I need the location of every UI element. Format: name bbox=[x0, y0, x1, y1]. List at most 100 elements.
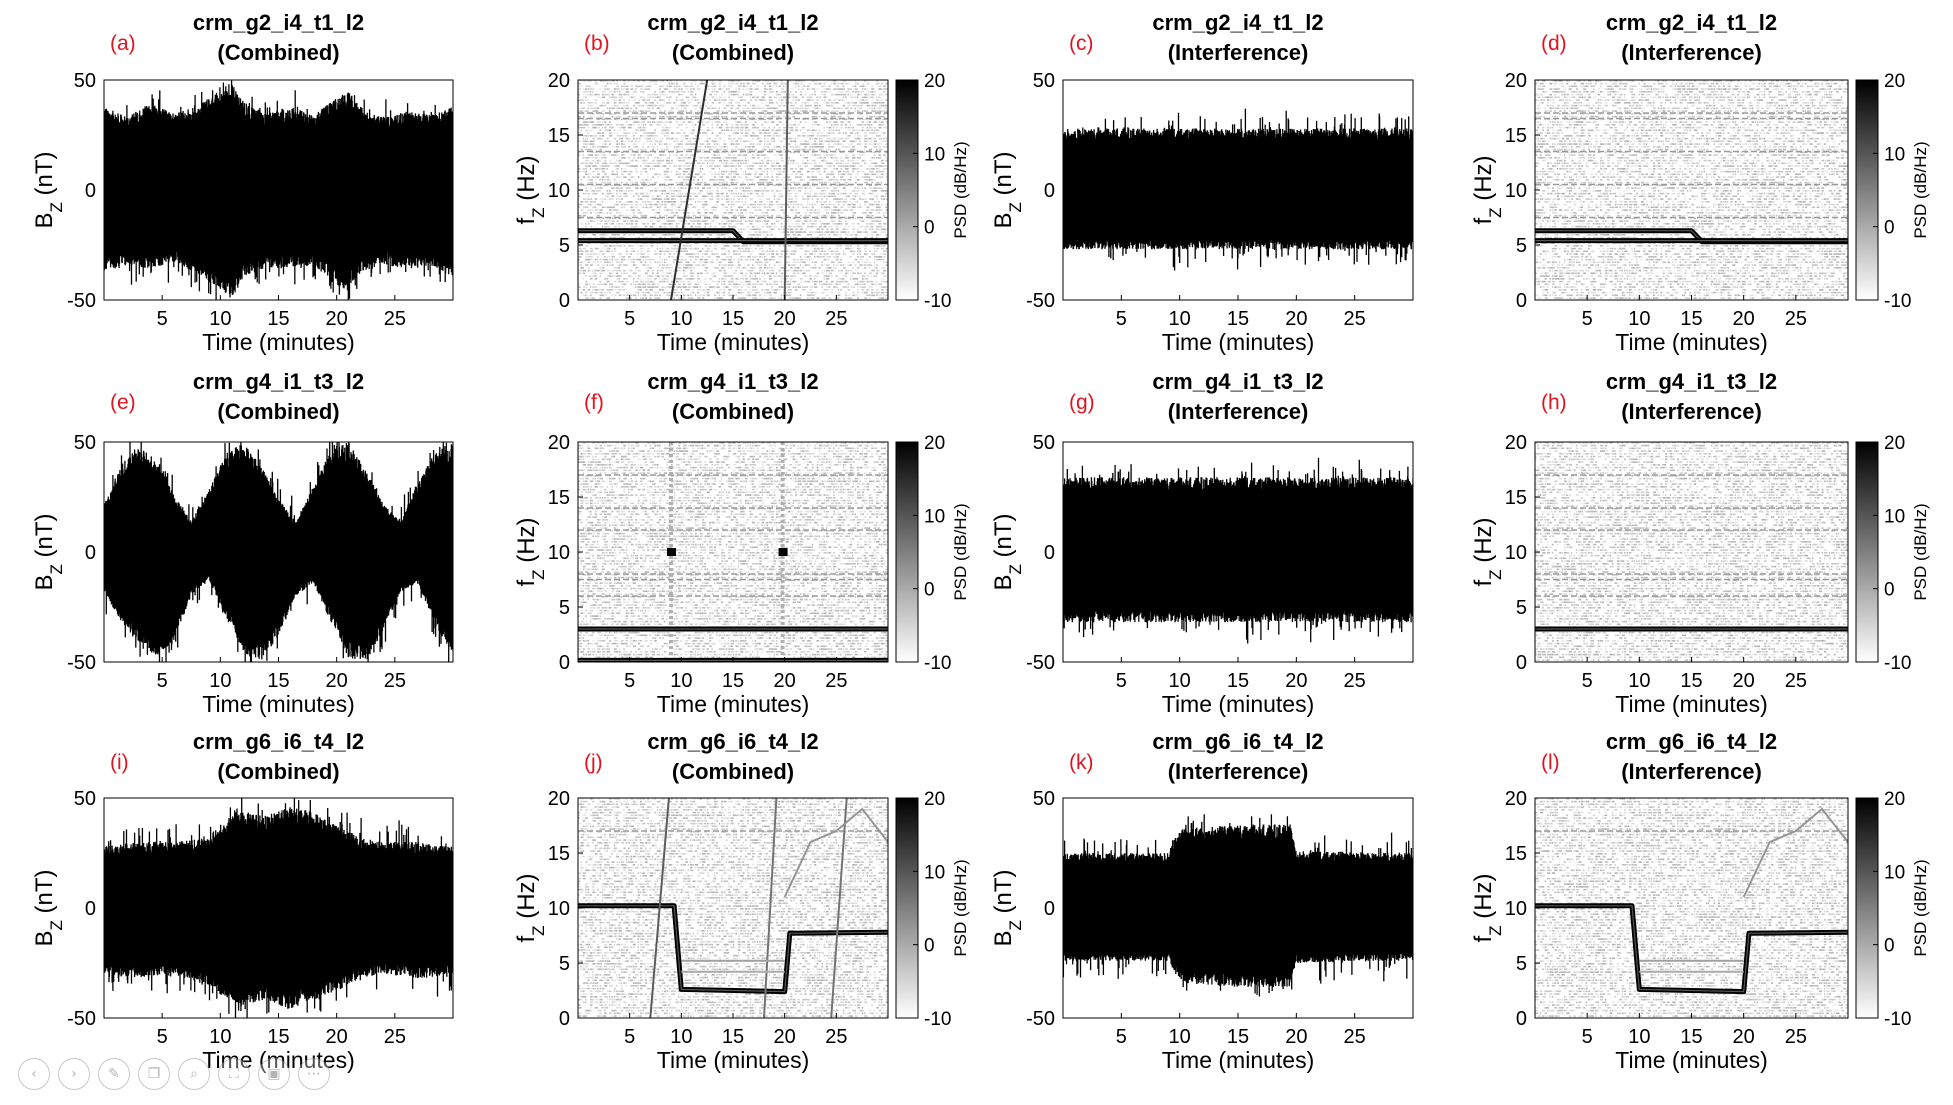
psd-noise bbox=[752, 228, 755, 231]
psd-noise bbox=[687, 278, 692, 280]
psd-noise bbox=[730, 154, 733, 156]
psd-noise bbox=[737, 195, 740, 198]
psd-noise bbox=[659, 209, 661, 211]
psd-noise bbox=[733, 225, 737, 228]
psd-noise bbox=[790, 159, 793, 162]
psd-noise bbox=[806, 280, 810, 283]
psd-noise bbox=[826, 245, 828, 247]
psd-noise bbox=[630, 261, 632, 264]
psd-noise bbox=[754, 135, 758, 137]
psd-noise bbox=[687, 102, 691, 104]
psd-noise bbox=[809, 275, 812, 277]
psd-noise bbox=[802, 261, 806, 264]
psd-noise bbox=[833, 206, 837, 209]
psd-noise bbox=[644, 148, 646, 151]
psd-noise bbox=[654, 173, 658, 176]
psd-noise bbox=[609, 162, 613, 165]
psd-noise bbox=[599, 157, 602, 159]
psd-noise bbox=[814, 291, 817, 294]
psd-noise bbox=[678, 159, 681, 162]
psd-noise bbox=[823, 231, 827, 233]
psd-noise bbox=[764, 85, 766, 88]
psd-noise bbox=[582, 206, 586, 209]
psd-noise bbox=[666, 264, 669, 266]
psd-noise bbox=[725, 201, 730, 203]
psd-noise bbox=[675, 151, 679, 154]
psd-noise bbox=[816, 157, 819, 159]
psd-noise bbox=[682, 269, 685, 272]
psd-noise bbox=[611, 80, 615, 82]
psd-noise bbox=[711, 82, 714, 85]
psd-noise bbox=[601, 170, 605, 173]
psd-noise bbox=[756, 137, 761, 140]
psd-noise bbox=[723, 129, 726, 132]
psd-noise bbox=[678, 283, 681, 286]
psd-noise bbox=[609, 275, 611, 277]
psd-noise bbox=[809, 231, 812, 233]
psd-noise bbox=[744, 283, 748, 286]
psd-noise bbox=[647, 173, 649, 176]
psd-noise bbox=[764, 236, 768, 239]
psd-noise bbox=[711, 124, 713, 126]
psd-noise bbox=[623, 107, 627, 110]
psd-noise bbox=[716, 192, 719, 195]
psd-noise bbox=[582, 192, 585, 195]
psd-noise bbox=[811, 245, 814, 247]
psd-noise bbox=[694, 113, 698, 115]
psd-noise bbox=[609, 212, 612, 214]
psd-noise bbox=[716, 234, 719, 236]
psd-noise bbox=[685, 126, 689, 129]
psd-noise bbox=[592, 184, 594, 187]
psd-noise bbox=[599, 198, 603, 200]
psd-noise bbox=[733, 129, 737, 132]
psd-noise bbox=[764, 206, 766, 209]
psd-noise bbox=[787, 137, 791, 140]
psd-noise bbox=[668, 294, 672, 297]
psd-noise bbox=[651, 203, 654, 206]
psd-noise bbox=[768, 113, 771, 115]
psd-noise bbox=[578, 82, 581, 85]
psd-noise bbox=[771, 179, 774, 181]
psd-noise bbox=[685, 286, 687, 288]
psd-noise bbox=[611, 192, 615, 195]
psd-noise bbox=[644, 289, 649, 291]
psd-noise bbox=[692, 132, 695, 134]
psd-noise bbox=[713, 154, 716, 156]
psd-noise bbox=[623, 289, 626, 291]
psd-noise bbox=[606, 118, 610, 121]
psd-noise bbox=[754, 107, 757, 110]
psd-noise bbox=[830, 162, 833, 165]
psd-noise bbox=[654, 96, 657, 99]
psd-noise bbox=[661, 201, 664, 203]
psd-noise bbox=[737, 148, 740, 151]
psd-noise bbox=[775, 250, 779, 253]
psd-noise bbox=[673, 258, 677, 261]
psd-noise bbox=[721, 187, 724, 189]
psd-noise bbox=[733, 148, 736, 151]
psd-noise bbox=[780, 82, 783, 85]
psd-noise bbox=[837, 170, 842, 173]
psd-noise bbox=[635, 181, 639, 184]
psd-noise bbox=[816, 154, 819, 156]
psd-noise bbox=[623, 294, 625, 297]
psd-noise bbox=[783, 165, 786, 167]
psd-noise bbox=[840, 137, 844, 140]
psd-noise bbox=[628, 214, 631, 217]
psd-noise bbox=[744, 82, 749, 85]
psd-noise bbox=[628, 223, 630, 225]
psd-noise bbox=[706, 258, 709, 261]
psd-noise bbox=[642, 256, 645, 258]
psd-noise bbox=[704, 286, 708, 288]
psd-noise bbox=[780, 96, 783, 99]
psd-noise bbox=[592, 269, 595, 272]
psd-noise bbox=[685, 294, 689, 297]
psd-noise bbox=[723, 157, 727, 159]
psd-noise bbox=[647, 198, 649, 200]
psd-noise bbox=[775, 146, 779, 148]
psd-noise bbox=[640, 283, 644, 286]
psd-noise bbox=[733, 192, 735, 195]
psd-noise bbox=[682, 173, 686, 176]
psd-noise bbox=[804, 157, 808, 159]
psd-noise bbox=[687, 198, 691, 200]
psd-noise bbox=[599, 165, 602, 167]
